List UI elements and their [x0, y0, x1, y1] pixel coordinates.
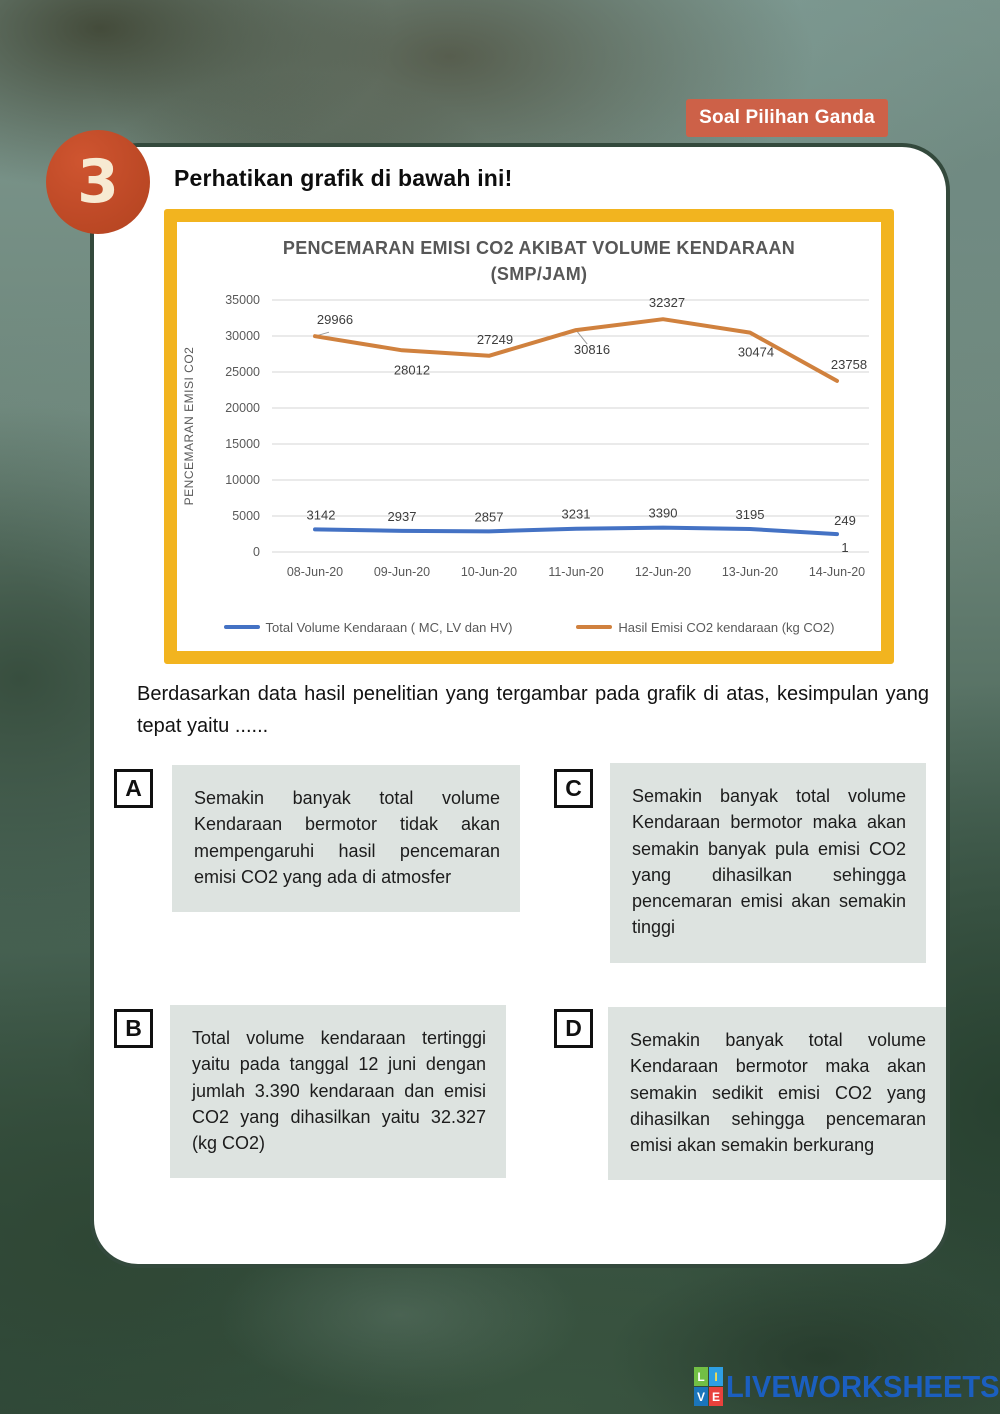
option-a-text[interactable]: Semakin banyak total volume Kendaraan be…	[172, 765, 520, 913]
question-card: Perhatikan grafik di bawah ini! 0 5000 100…	[90, 143, 950, 1268]
svg-text:12-Jun-20: 12-Jun-20	[635, 565, 691, 579]
svg-text:11-Jun-20: 11-Jun-20	[548, 565, 603, 579]
option-c-letter[interactable]: C	[554, 769, 593, 808]
svg-text:3390: 3390	[649, 506, 678, 521]
svg-text:29966: 29966	[317, 312, 353, 327]
svg-text:2857: 2857	[475, 509, 504, 524]
co2-line-chart: 0 5000 10000 15000 20000 25000 30000 35000 PENCE…	[182, 238, 869, 579]
option-b-text[interactable]: Total volume kendaraan tertinggi yaitu p…	[170, 1005, 506, 1179]
legend-item: Total Volume Kendaraan ( MC, LV dan HV)	[223, 619, 513, 635]
chart-frame: 0 5000 10000 15000 20000 25000 30000 35000 PENCE…	[164, 209, 894, 664]
option-a-letter[interactable]: A	[114, 769, 153, 808]
svg-text:(SMP/JAM): (SMP/JAM)	[491, 264, 588, 284]
legend-label: Hasil Emisi CO2 kendaraan (kg CO2)	[618, 619, 835, 635]
option-c-text[interactable]: Semakin banyak total volume Kendaraan be…	[610, 763, 926, 963]
svg-text:30474: 30474	[738, 345, 774, 360]
svg-text:15000: 15000	[225, 437, 260, 451]
option-b-letter[interactable]: B	[114, 1009, 153, 1048]
svg-text:27249: 27249	[477, 332, 513, 347]
svg-text:23758: 23758	[831, 357, 867, 372]
svg-text:PENCEMARAN EMISI CO2: PENCEMARAN EMISI CO2	[182, 347, 196, 506]
question-prompt: Perhatikan grafik di bawah ini!	[174, 165, 513, 191]
svg-text:30816: 30816	[574, 342, 610, 357]
svg-text:20000: 20000	[225, 401, 260, 415]
svg-text:09-Jun-20: 09-Jun-20	[374, 565, 430, 579]
svg-text:249: 249	[834, 513, 856, 528]
question-text: Berdasarkan data hasil penelitian yang t…	[137, 683, 929, 737]
svg-text:13-Jun-20: 13-Jun-20	[722, 565, 778, 579]
svg-text:2937: 2937	[388, 509, 417, 524]
svg-text:08-Jun-20: 08-Jun-20	[287, 565, 343, 579]
question-number-circle: 3	[46, 130, 150, 234]
legend-item: Hasil Emisi CO2 kendaraan (kg CO2)	[576, 620, 834, 635]
svg-text:10-Jun-20: 10-Jun-20	[461, 565, 517, 579]
logo-square-i: I	[709, 1367, 723, 1386]
svg-text:5000: 5000	[232, 509, 260, 523]
svg-text:25000: 25000	[225, 365, 260, 379]
svg-text:35000: 35000	[225, 293, 260, 307]
svg-text:3142: 3142	[307, 507, 336, 522]
legend-line-swatch	[576, 625, 613, 629]
logo-square-e: E	[709, 1387, 723, 1406]
legend-label: Total Volume Kendaraan ( MC, LV dan HV)	[265, 619, 513, 635]
question-type-badge: Soal Pilihan Ganda	[686, 99, 888, 137]
logo-square-l: L	[694, 1367, 708, 1386]
svg-text:32327: 32327	[649, 295, 685, 310]
legend-line-swatch	[223, 625, 260, 629]
chart-legend: Total Volume Kendaraan ( MC, LV dan HV) H…	[177, 606, 881, 648]
svg-text:1: 1	[841, 540, 848, 555]
svg-text:10000: 10000	[225, 473, 260, 487]
svg-text:28012: 28012	[394, 362, 430, 377]
svg-text:30000: 30000	[225, 329, 260, 343]
option-d-letter[interactable]: D	[554, 1009, 593, 1048]
liveworksheets-logo-text: LIVEWORKSHEETS	[726, 1368, 1000, 1404]
svg-text:3231: 3231	[562, 507, 591, 522]
svg-text:3195: 3195	[736, 507, 765, 522]
svg-text:PENCEMARAN EMISI CO2 AKIBAT VO: PENCEMARAN EMISI CO2 AKIBAT VOLUME KENDA…	[283, 238, 795, 258]
option-d-text[interactable]: Semakin banyak total volume Kendaraan be…	[608, 1007, 946, 1181]
logo-square-v: V	[694, 1387, 708, 1406]
svg-text:14-Jun-20: 14-Jun-20	[809, 565, 865, 579]
svg-text:0: 0	[253, 545, 260, 559]
